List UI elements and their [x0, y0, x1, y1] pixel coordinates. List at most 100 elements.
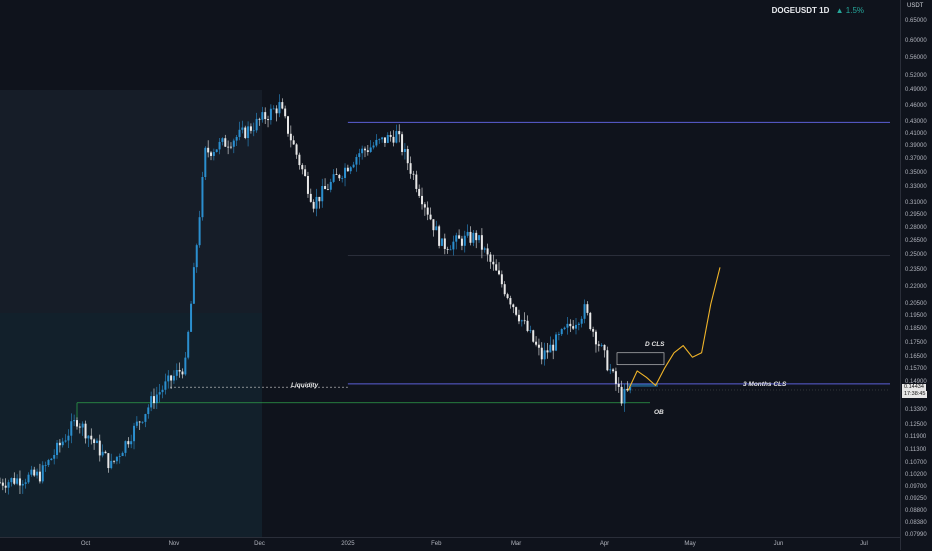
price-tick-label: 0.09700 — [905, 484, 927, 491]
ob-label: OB — [654, 409, 664, 416]
candle-body — [18, 478, 21, 486]
candle-body — [609, 369, 612, 371]
price-tick-label: 0.23500 — [905, 267, 927, 274]
price-tick-label: 0.09250 — [905, 496, 927, 503]
candle-body — [369, 147, 372, 152]
candle-body — [244, 127, 247, 138]
candle-body — [346, 167, 349, 172]
candle-body — [255, 118, 258, 131]
candle-body — [352, 164, 355, 168]
candle-body — [326, 189, 329, 190]
candle-body — [295, 144, 298, 155]
d-cls-box — [616, 352, 665, 366]
candle-body — [486, 248, 489, 255]
candle-body — [284, 108, 287, 117]
candle-body — [398, 131, 401, 135]
candle-body — [87, 435, 90, 439]
candle-body — [361, 148, 364, 154]
price-tick-label: 0.43000 — [905, 119, 927, 126]
candle-body — [170, 375, 173, 381]
price-tick-label: 0.08380 — [905, 520, 927, 527]
candle-body — [389, 135, 392, 137]
candle-body — [580, 318, 583, 324]
candle-body — [249, 126, 252, 131]
candle-body — [144, 414, 147, 422]
candle-body — [95, 440, 98, 444]
price-tick-label: 0.26500 — [905, 238, 927, 244]
candle-body — [135, 421, 138, 426]
candle-body — [21, 483, 24, 486]
candle-body — [438, 226, 441, 246]
candle-body — [161, 389, 164, 393]
candle-body — [509, 298, 512, 305]
candle-body — [495, 264, 498, 271]
candle-body — [195, 245, 198, 268]
candle-body — [603, 344, 606, 351]
candle-body — [75, 420, 78, 427]
candle-body — [241, 127, 244, 130]
candle-body — [446, 248, 449, 250]
chart-area[interactable]: Liquidity D CLS 3 Months CLS OB DOGEUSDT… — [0, 0, 900, 537]
candle-body — [349, 167, 352, 172]
candle-body — [412, 173, 415, 175]
candle-body — [586, 304, 589, 313]
candle-body — [304, 169, 307, 177]
candle-body — [1, 482, 4, 486]
candle-body — [113, 460, 116, 462]
candle-body — [523, 320, 526, 322]
price-axis[interactable]: USDT 0.65000 0.60000 0.56000 0.52000 0.49000… — [900, 0, 932, 550]
candle-body — [537, 344, 540, 348]
time-tick-label: Oct — [80, 541, 91, 547]
candle-body — [10, 478, 13, 483]
candle-body — [583, 304, 586, 319]
candle-body — [269, 108, 272, 121]
candle-body — [552, 344, 555, 351]
price-tick-label: 0.07990 — [905, 532, 927, 538]
candle-body — [338, 174, 341, 179]
candle-body — [164, 381, 167, 390]
candle-body — [50, 458, 53, 461]
candle-body — [33, 469, 36, 476]
candle-body — [267, 119, 270, 121]
candle-body — [466, 231, 469, 236]
candle-body — [629, 386, 632, 391]
candle-body — [24, 482, 27, 484]
candle-body — [184, 357, 187, 375]
candle-body — [455, 235, 458, 242]
symbol-header[interactable]: DOGEUSDT 1D ▲ 1.5% — [772, 6, 864, 15]
candle-body — [272, 108, 275, 110]
candle-body — [306, 176, 309, 194]
candle-body — [215, 149, 218, 153]
candle-body — [147, 407, 150, 415]
candle-body — [312, 201, 315, 209]
candle-body — [321, 186, 324, 202]
candle-body — [278, 102, 281, 114]
candle-body — [517, 314, 520, 322]
candle-body — [415, 174, 418, 189]
candle-body — [449, 249, 452, 251]
candle-body — [130, 441, 133, 445]
candle-body — [344, 167, 347, 178]
candle-body — [67, 435, 70, 441]
candle-body — [0, 482, 1, 484]
candle-body — [478, 235, 481, 241]
candle-body — [589, 312, 592, 330]
candle-body — [292, 140, 295, 145]
candle-body — [235, 136, 238, 141]
candle-body — [386, 135, 389, 143]
candle-body — [395, 131, 398, 143]
price-tick-label: 0.35000 — [905, 169, 927, 176]
candle-body — [53, 455, 56, 459]
candle-body — [107, 453, 110, 469]
price-tick-label: 0.10700 — [905, 460, 927, 467]
candle-body — [469, 231, 472, 243]
time-axis[interactable]: Oct Nov Dec 2025 Feb Mar Apr May Jun Jul — [0, 537, 900, 551]
price-tick-label: 0.33000 — [905, 184, 927, 191]
price-tick-label: 0.11300 — [905, 447, 927, 453]
price-tick-label: 0.37000 — [905, 156, 927, 163]
price-chart[interactable]: Liquidity D CLS 3 Months CLS OB — [0, 0, 900, 537]
candle-body — [366, 150, 369, 152]
candle-body — [121, 452, 124, 457]
candle-body — [555, 334, 558, 351]
candle-body — [207, 147, 210, 153]
